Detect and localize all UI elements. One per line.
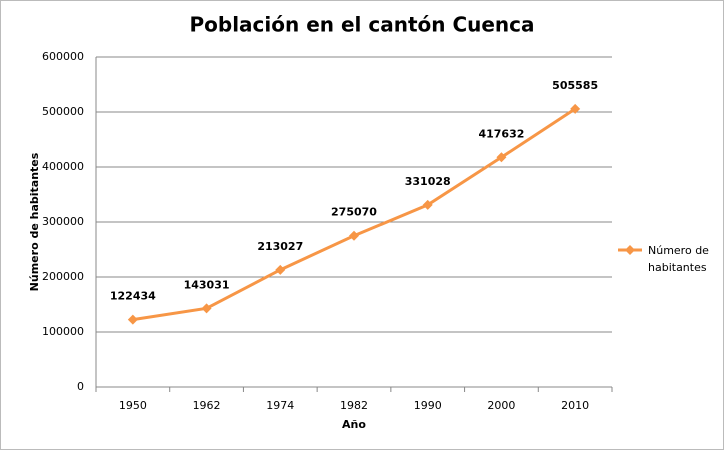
- data-label: 331028: [405, 175, 451, 188]
- data-point: [127, 314, 138, 325]
- x-tick-label: 1962: [193, 399, 221, 412]
- x-tick-label: 1950: [119, 399, 147, 412]
- legend-marker: [625, 245, 635, 255]
- y-tick-label: 400000: [42, 160, 84, 173]
- x-tick-label: 1990: [414, 399, 442, 412]
- y-tick-label: 100000: [42, 325, 84, 338]
- data-label: 143031: [184, 278, 230, 291]
- x-tick-label: 2000: [487, 399, 515, 412]
- data-label: 213027: [257, 240, 303, 253]
- data-point: [275, 264, 286, 275]
- data-point: [496, 152, 507, 163]
- x-tick-label: 1982: [340, 399, 368, 412]
- x-tick-label: 2010: [561, 399, 589, 412]
- chart-title: Población en el cantón Cuenca: [189, 13, 534, 37]
- y-tick-label: 300000: [42, 215, 84, 228]
- data-point: [422, 199, 433, 210]
- data-label: 505585: [552, 79, 598, 92]
- x-tick-label: 1974: [266, 399, 294, 412]
- data-label: 275070: [331, 206, 377, 219]
- legend-label: Número de habitantes: [648, 244, 709, 274]
- data-point: [201, 303, 212, 314]
- y-tick-label: 600000: [42, 50, 84, 63]
- y-tick-label: 500000: [42, 105, 84, 118]
- data-label: 122434: [110, 290, 156, 303]
- y-tick-label: 200000: [42, 270, 84, 283]
- data-label: 417632: [478, 127, 524, 140]
- data-point: [570, 103, 581, 114]
- x-axis-label: Año: [342, 418, 366, 431]
- data-point: [349, 230, 359, 241]
- y-axis-label: Número de habitantes: [28, 152, 41, 291]
- y-tick-label: 0: [77, 380, 84, 393]
